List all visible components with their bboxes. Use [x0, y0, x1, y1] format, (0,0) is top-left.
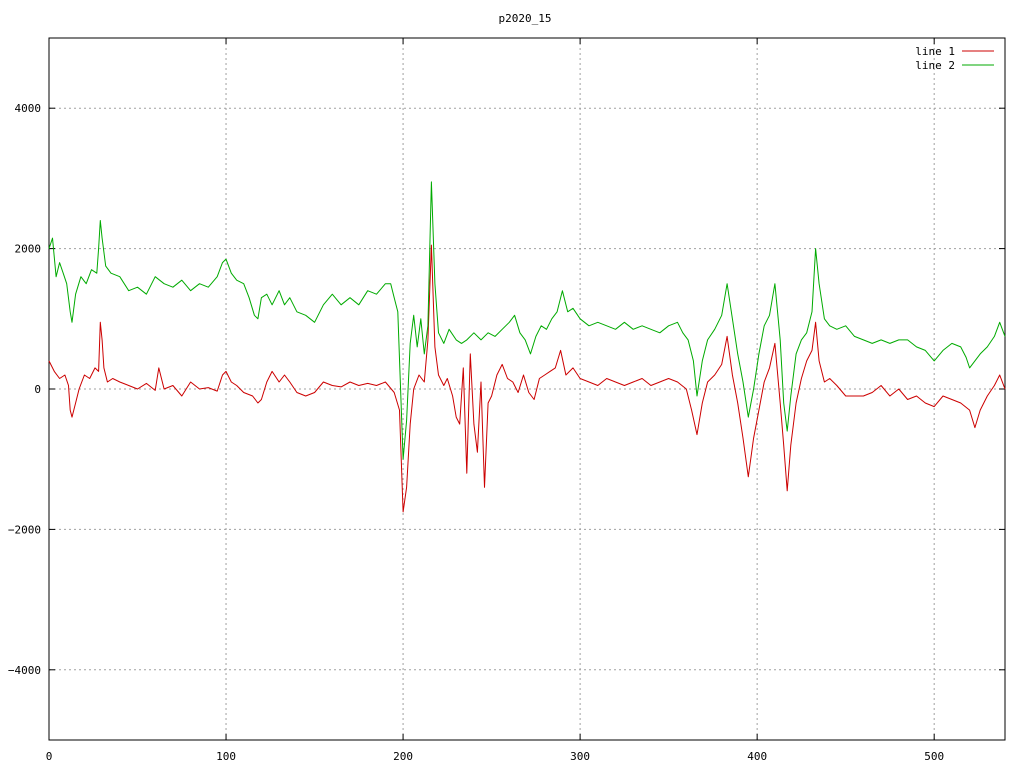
- y-tick-label: 0: [34, 383, 41, 396]
- x-tick-label: 300: [570, 750, 590, 763]
- legend-label-line-1: line 1: [915, 45, 955, 58]
- chart-title: p2020_15: [499, 12, 552, 25]
- x-tick-label: 0: [46, 750, 53, 763]
- y-tick-label: −4000: [8, 664, 41, 677]
- grid-lines: [49, 38, 1005, 740]
- x-axis-tick-labels: 0 100 200 300 400 500: [46, 750, 944, 763]
- x-tick-label: 400: [747, 750, 767, 763]
- series-lines: [48, 181, 1006, 513]
- series-line-line-2: [48, 181, 1006, 460]
- y-tick-label: −2000: [8, 523, 41, 536]
- y-tick-label: 4000: [15, 102, 42, 115]
- legend: line 1 line 2: [915, 45, 994, 72]
- x-tick-label: 100: [216, 750, 236, 763]
- y-axis-tick-labels: −4000 −2000 0 2000 4000: [8, 102, 41, 677]
- axis-ticks: [48, 38, 1005, 740]
- y-tick-label: 2000: [15, 243, 42, 256]
- legend-label-line-2: line 2: [915, 59, 955, 72]
- x-tick-label: 500: [924, 750, 944, 763]
- x-tick-label: 200: [393, 750, 413, 763]
- series-line-line-1: [48, 244, 1006, 513]
